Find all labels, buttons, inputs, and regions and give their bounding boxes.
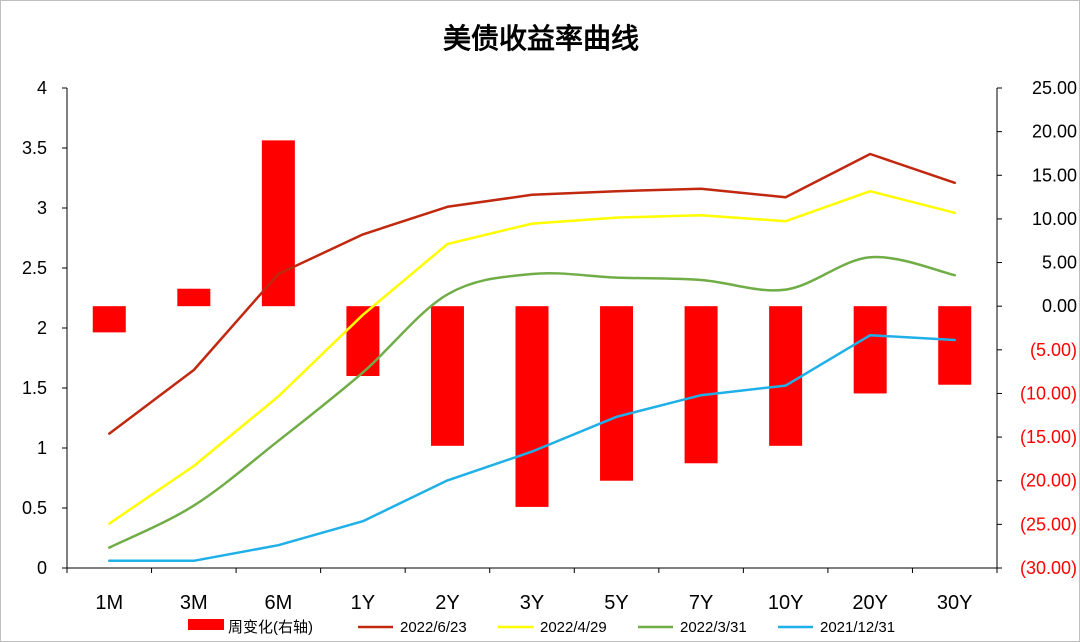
right-tick-label: 20.00 <box>1032 122 1077 142</box>
x-tick-label: 1M <box>95 592 123 614</box>
legend-label-line-1: 2022/4/29 <box>540 619 607 636</box>
bar-weekly-change <box>177 288 211 307</box>
right-tick-label: (5.00) <box>1030 340 1077 360</box>
x-tick-label: 6M <box>264 592 292 614</box>
right-tick-label: 15.00 <box>1032 165 1077 185</box>
bar-weekly-change <box>853 306 887 394</box>
bar-series-group <box>92 140 972 507</box>
chart-title: 美债收益率曲线 <box>443 22 639 55</box>
legend-label-bar: 周变化(右轴) <box>228 619 313 636</box>
x-tick-label: 30Y <box>937 592 973 614</box>
legend-swatch-bar <box>188 619 224 630</box>
left-tick-label: 2.5 <box>22 258 47 278</box>
tick-labels-group: 0 0.5 1 1.5 2 2.5 3 3.5 4 25.00 20.00 15.00 10.00 5.0… <box>22 78 1077 614</box>
legend: 周变化(右轴) 2022/6/23 2022/4/29 2022/3/31 2021/1… <box>188 619 895 636</box>
line-series-3 <box>108 333 956 563</box>
right-tick-label: (15.00) <box>1020 427 1077 447</box>
line-series-group <box>108 152 956 563</box>
x-tick-label: 20Y <box>852 592 888 614</box>
bar-weekly-change <box>261 140 295 307</box>
left-tick-label: 1.5 <box>22 378 47 398</box>
x-tick-label: 1Y <box>351 592 375 614</box>
right-tick-label: (25.00) <box>1020 514 1077 534</box>
x-tick-label: 5Y <box>604 592 628 614</box>
left-tick-label: 0.5 <box>22 498 47 518</box>
left-tick-label: 3 <box>37 198 47 218</box>
x-tick-label: 10Y <box>768 592 804 614</box>
bar-weekly-change <box>515 306 549 507</box>
bar-weekly-change <box>600 306 634 481</box>
line-series-0 <box>108 152 956 435</box>
left-tick-label: 3.5 <box>22 138 47 158</box>
axes <box>62 87 1002 573</box>
left-tick-label: 4 <box>37 78 47 98</box>
bar-weekly-change <box>684 306 718 464</box>
right-tick-label: (30.00) <box>1020 558 1077 578</box>
bar-weekly-change <box>346 306 380 376</box>
line-series-2 <box>108 255 956 549</box>
bar-weekly-change <box>769 306 803 446</box>
x-tick-label: 3M <box>180 592 208 614</box>
bar-weekly-change <box>92 306 126 333</box>
x-tick-label: 2Y <box>435 592 459 614</box>
bar-weekly-change <box>938 306 972 385</box>
right-tick-label: 25.00 <box>1032 78 1077 98</box>
legend-label-line-0: 2022/6/23 <box>400 619 467 636</box>
bar-weekly-change <box>430 306 464 446</box>
left-tick-label: 2 <box>37 318 47 338</box>
right-tick-label: (20.00) <box>1020 471 1077 491</box>
right-tick-label: (10.00) <box>1020 383 1077 403</box>
legend-label-line-3: 2021/12/31 <box>820 619 895 636</box>
left-tick-label: 0 <box>37 558 47 578</box>
left-tick-label: 1 <box>37 438 47 458</box>
legend-label-line-2: 2022/3/31 <box>680 619 747 636</box>
right-tick-label: 5.00 <box>1042 253 1077 273</box>
line-series-1 <box>108 189 956 525</box>
right-tick-label: 10.00 <box>1032 209 1077 229</box>
right-tick-label: 0.00 <box>1042 296 1077 316</box>
x-tick-label: 3Y <box>520 592 544 614</box>
x-tick-label: 7Y <box>689 592 713 614</box>
